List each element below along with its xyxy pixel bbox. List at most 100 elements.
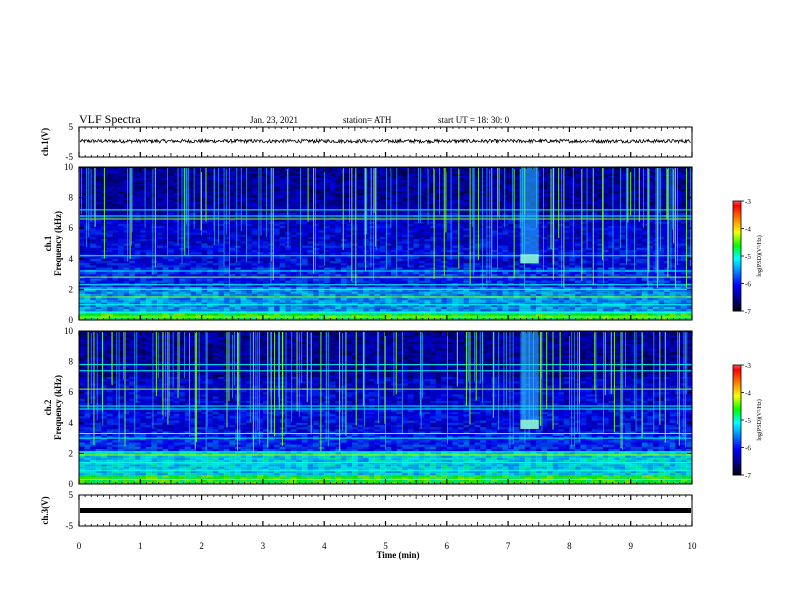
- spectrogram-cell: [363, 232, 370, 236]
- spectrogram-cell: [552, 221, 559, 225]
- spectrogram-cell: [407, 219, 414, 223]
- spectrogram-cell: [251, 186, 258, 190]
- spectrogram-cell: [162, 175, 169, 179]
- spectrogram-cell: [379, 226, 386, 229]
- spectrogram-cell: [430, 193, 437, 196]
- spectrogram-cell: [106, 175, 113, 179]
- spectrogram-cell: [168, 232, 175, 236]
- spectrogram-cell: [290, 199, 297, 203]
- spectrogram-cell: [452, 191, 459, 194]
- spectrogram-cell: [630, 228, 637, 231]
- spectrogram-cell: [569, 206, 576, 210]
- spectrogram-cell: [296, 232, 303, 236]
- spectrogram-cell: [145, 186, 152, 190]
- spectrogram-cell: [329, 221, 336, 225]
- spectrogram-cell: [613, 180, 621, 183]
- spectrogram-cell: [396, 226, 403, 229]
- spectrogram-cell: [352, 184, 359, 188]
- spectrogram-cell: [385, 173, 392, 177]
- spectrogram-cell: [313, 234, 320, 238]
- spectrogram-cell: [246, 228, 253, 231]
- spectrogram-cell: [212, 204, 219, 207]
- spectrogram-cell: [658, 228, 665, 231]
- spectrogram-cell: [435, 173, 442, 177]
- spectrogram-cell: [563, 195, 570, 199]
- spectrogram-cell: [430, 223, 437, 227]
- spectrogram-cell: [145, 171, 152, 175]
- spectrogram-cell: [151, 180, 158, 183]
- spectrogram-cell: [368, 223, 375, 227]
- spectrogram-cell: [630, 173, 637, 177]
- spectrogram-cell: [424, 169, 431, 172]
- spectrogram-cell: [491, 193, 498, 196]
- spectrogram-cell: [446, 169, 453, 172]
- spectrogram-cell: [357, 197, 364, 201]
- spectrogram-cell: [212, 232, 219, 236]
- spectrogram-cell: [474, 175, 481, 179]
- spectrogram-cell: [95, 232, 102, 236]
- spectrogram-cell: [547, 212, 554, 216]
- spectrogram-cell: [134, 184, 141, 188]
- spectrogram-cell: [658, 232, 665, 236]
- spectrogram-cell: [580, 201, 587, 205]
- spectrogram-cell: [630, 171, 637, 175]
- spectrogram-cell: [357, 219, 364, 223]
- spectrogram-cell: [240, 171, 247, 175]
- spectrogram-cell: [586, 232, 593, 236]
- spectrogram-cell: [407, 223, 414, 227]
- spectrogram-cell: [686, 169, 693, 172]
- spectrogram-cell: [79, 230, 86, 234]
- spectrogram-cell: [613, 191, 621, 194]
- spectrogram-cell: [229, 186, 236, 190]
- spectrogram-cell: [301, 180, 308, 183]
- spectrogram-cell: [680, 182, 687, 185]
- spectrogram-cell: [257, 197, 264, 201]
- spectrogram-cell: [274, 188, 281, 192]
- spectrogram-cell: [552, 206, 559, 210]
- spectrogram-cell: [541, 169, 548, 172]
- spectrogram-cell: [485, 219, 492, 223]
- spectrogram-cell: [196, 219, 203, 223]
- spectrogram-cell: [251, 199, 258, 203]
- spectrogram-cell: [340, 226, 347, 229]
- spectrogram-cell: [613, 223, 621, 227]
- spectrogram-cell: [79, 210, 86, 214]
- spectrogram-cell: [608, 212, 615, 216]
- spectrogram-cell: [324, 171, 331, 175]
- spectrogram-cell: [274, 206, 281, 210]
- spectrogram-cell: [262, 212, 269, 216]
- spectrogram-cell: [630, 167, 637, 170]
- spectrogram-cell: [90, 184, 97, 188]
- spectrogram-cell: [296, 234, 303, 238]
- spectrogram-cell: [413, 182, 420, 185]
- spectrogram-cell: [151, 219, 158, 223]
- spectrogram-cell: [79, 232, 86, 236]
- spectrogram-cell: [619, 188, 626, 192]
- spectrogram-cell: [223, 186, 230, 190]
- spectrogram-cell: [446, 186, 453, 190]
- spectrogram-cell: [430, 167, 437, 170]
- spectrogram-cell: [485, 184, 492, 188]
- spectrogram-cell: [157, 221, 164, 225]
- spectrogram-cell: [658, 191, 665, 194]
- spectrogram-cell: [402, 169, 409, 172]
- spectrogram-cell: [134, 177, 141, 181]
- spectrogram-cell: [424, 204, 431, 207]
- spectrogram-cell: [95, 191, 102, 194]
- spectrogram-cell: [591, 191, 598, 194]
- spectrogram-cell: [313, 197, 320, 201]
- spectrogram-cell: [106, 201, 113, 205]
- spectrogram-cell: [223, 230, 230, 234]
- spectrogram-cell: [95, 186, 102, 190]
- spectrogram-cell: [207, 234, 214, 238]
- spectrogram-cell: [218, 175, 225, 179]
- spectrogram-cell: [608, 184, 615, 188]
- spectrogram-cell: [190, 184, 197, 188]
- spectrogram-cell: [469, 171, 476, 175]
- spectrogram-cell: [207, 182, 214, 185]
- spectrogram-cell: [112, 221, 119, 225]
- spectrogram-cell: [413, 221, 420, 225]
- spectrogram-cell: [196, 171, 203, 175]
- spectrogram-cell: [680, 219, 687, 223]
- spectrogram-cell: [391, 169, 398, 172]
